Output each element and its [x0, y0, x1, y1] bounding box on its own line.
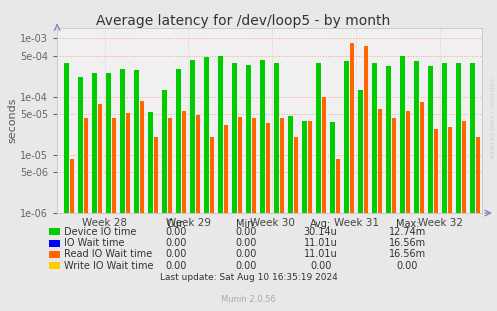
- Text: 0.00: 0.00: [235, 261, 257, 271]
- Bar: [260, 60, 265, 213]
- Bar: [442, 63, 447, 213]
- Y-axis label: seconds: seconds: [7, 98, 17, 143]
- Text: 0.00: 0.00: [235, 238, 257, 248]
- Bar: [316, 63, 321, 213]
- Bar: [120, 69, 125, 213]
- Bar: [252, 118, 256, 213]
- Bar: [106, 73, 111, 213]
- Text: Munin 2.0.56: Munin 2.0.56: [221, 295, 276, 304]
- Bar: [392, 118, 396, 213]
- Bar: [302, 121, 307, 213]
- Bar: [140, 101, 144, 213]
- Text: Min:: Min:: [236, 219, 256, 229]
- Text: 0.00: 0.00: [235, 227, 257, 237]
- Bar: [98, 104, 102, 213]
- Bar: [266, 123, 270, 213]
- Bar: [386, 66, 391, 213]
- Bar: [428, 66, 433, 213]
- Text: 0.00: 0.00: [310, 261, 331, 271]
- Bar: [246, 65, 251, 213]
- Bar: [294, 137, 298, 213]
- Bar: [336, 159, 340, 213]
- Bar: [168, 118, 172, 213]
- Bar: [420, 102, 423, 213]
- Bar: [204, 57, 209, 213]
- Bar: [149, 112, 153, 213]
- Bar: [456, 63, 461, 213]
- Bar: [350, 43, 354, 213]
- Bar: [414, 61, 419, 213]
- Bar: [372, 63, 377, 213]
- Bar: [176, 69, 181, 213]
- Text: 16.56m: 16.56m: [389, 238, 426, 248]
- Bar: [400, 56, 405, 213]
- Text: 0.00: 0.00: [166, 261, 187, 271]
- Bar: [406, 111, 410, 213]
- Bar: [308, 121, 312, 213]
- Bar: [476, 137, 480, 213]
- Bar: [434, 129, 438, 213]
- Bar: [126, 113, 130, 213]
- Bar: [190, 60, 195, 213]
- Bar: [274, 63, 279, 213]
- Text: 0.00: 0.00: [166, 238, 187, 248]
- Bar: [112, 118, 116, 213]
- Text: Average latency for /dev/loop5 - by month: Average latency for /dev/loop5 - by mont…: [96, 14, 391, 28]
- Text: Cur:: Cur:: [166, 219, 186, 229]
- Bar: [196, 115, 200, 213]
- Bar: [218, 56, 223, 213]
- Bar: [364, 45, 368, 213]
- Bar: [238, 117, 242, 213]
- Text: 0.00: 0.00: [166, 227, 187, 237]
- Bar: [163, 90, 167, 213]
- Bar: [154, 137, 158, 213]
- Bar: [378, 109, 382, 213]
- Bar: [322, 96, 326, 213]
- Bar: [79, 77, 83, 213]
- Text: 30.14u: 30.14u: [304, 227, 337, 237]
- Bar: [182, 111, 186, 213]
- Text: Read IO Wait time: Read IO Wait time: [64, 249, 152, 259]
- Text: 16.56m: 16.56m: [389, 249, 426, 259]
- Bar: [84, 118, 88, 213]
- Text: Avg:: Avg:: [310, 219, 331, 229]
- Bar: [224, 125, 228, 213]
- Text: 0.00: 0.00: [166, 249, 187, 259]
- Bar: [92, 73, 97, 213]
- Bar: [280, 118, 284, 213]
- Text: 11.01u: 11.01u: [304, 238, 337, 248]
- Text: Last update: Sat Aug 10 16:35:19 2024: Last update: Sat Aug 10 16:35:19 2024: [160, 273, 337, 282]
- Text: Max:: Max:: [396, 219, 419, 229]
- Bar: [134, 71, 139, 213]
- Bar: [70, 159, 74, 213]
- Text: 0.00: 0.00: [235, 249, 257, 259]
- Text: Device IO time: Device IO time: [64, 227, 136, 237]
- Text: 12.74m: 12.74m: [389, 227, 426, 237]
- Text: IO Wait time: IO Wait time: [64, 238, 124, 248]
- Text: 11.01u: 11.01u: [304, 249, 337, 259]
- Bar: [65, 63, 70, 213]
- Bar: [358, 90, 363, 213]
- Bar: [232, 63, 237, 213]
- Text: 0.00: 0.00: [397, 261, 418, 271]
- Bar: [470, 63, 475, 213]
- Text: Write IO Wait time: Write IO Wait time: [64, 261, 153, 271]
- Bar: [448, 127, 452, 213]
- Bar: [462, 121, 466, 213]
- Text: RRDTOOL / TOBI OETIKER: RRDTOOL / TOBI OETIKER: [489, 78, 494, 159]
- Bar: [330, 122, 335, 213]
- Bar: [288, 116, 293, 213]
- Bar: [344, 61, 349, 213]
- Bar: [210, 137, 214, 213]
